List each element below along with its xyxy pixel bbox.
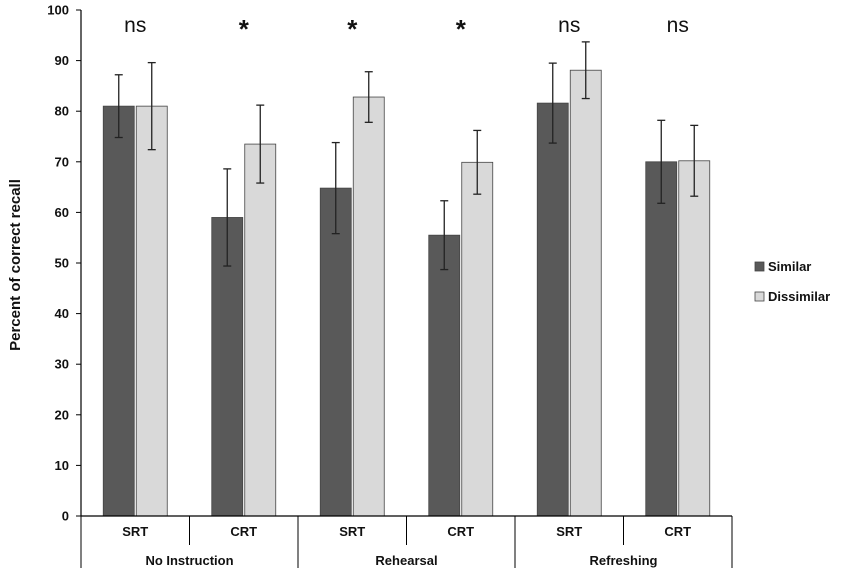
bar-dissimilar xyxy=(461,161,494,517)
y-tick-label: 60 xyxy=(55,205,69,220)
y-tick-label: 30 xyxy=(55,357,69,372)
bar-dissimilar xyxy=(352,96,385,517)
y-axis: 0 10 20 30 40 50 60 70 80 90 100 xyxy=(47,3,82,524)
significance-star: * xyxy=(239,14,250,44)
legend: Similar Dissimilar xyxy=(754,259,830,304)
bar-similar xyxy=(645,161,678,517)
bar-dissimilar xyxy=(678,160,711,517)
bar-similar xyxy=(319,187,352,517)
bar-dissimilar xyxy=(244,143,277,517)
error-bars-layer xyxy=(114,41,699,271)
x-category-label: CRT xyxy=(447,524,474,539)
legend-swatch-similar xyxy=(754,261,765,272)
legend-label-similar: Similar xyxy=(768,259,811,274)
bar-similar xyxy=(211,217,244,517)
x-category-label: SRT xyxy=(122,524,148,539)
y-tick-label: 20 xyxy=(55,407,69,422)
y-tick-label: 50 xyxy=(55,256,69,271)
x-category-label: SRT xyxy=(339,524,365,539)
significance-star: * xyxy=(456,14,467,44)
x-group-label: Rehearsal xyxy=(375,553,437,568)
x-axis: SRT CRT SRT CRT SRT CRT No Instruction Rehearsa… xyxy=(80,515,733,568)
y-tick-label: 0 xyxy=(62,509,69,524)
y-tick-label: 90 xyxy=(55,53,69,68)
x-category-label: CRT xyxy=(664,524,691,539)
significance-ns: ns xyxy=(558,14,580,37)
significance-star: * xyxy=(347,14,358,44)
legend-label-dissimilar: Dissimilar xyxy=(768,289,830,304)
bar-similar xyxy=(102,105,135,517)
significance-ns: ns xyxy=(667,14,689,37)
x-group-label: No Instruction xyxy=(145,553,233,568)
significance-ns: ns xyxy=(124,14,146,37)
y-tick-label: 40 xyxy=(55,306,69,321)
x-category-label: CRT xyxy=(230,524,257,539)
bar-dissimilar xyxy=(135,105,168,517)
x-category-label: SRT xyxy=(556,524,582,539)
legend-swatch-dissimilar xyxy=(754,291,765,302)
bars-layer xyxy=(102,69,711,517)
y-axis-label: Percent of correct recall xyxy=(7,179,24,351)
y-tick-label: 70 xyxy=(55,154,69,169)
y-tick-label: 100 xyxy=(47,3,69,18)
y-tick-label: 80 xyxy=(55,104,69,119)
x-group-label: Refreshing xyxy=(590,553,658,568)
significance-layer: ns * * * ns ns xyxy=(124,14,689,44)
bar-dissimilar xyxy=(569,69,602,517)
bar-similar xyxy=(428,234,461,517)
bar-similar xyxy=(536,102,569,517)
y-tick-label: 10 xyxy=(55,458,69,473)
